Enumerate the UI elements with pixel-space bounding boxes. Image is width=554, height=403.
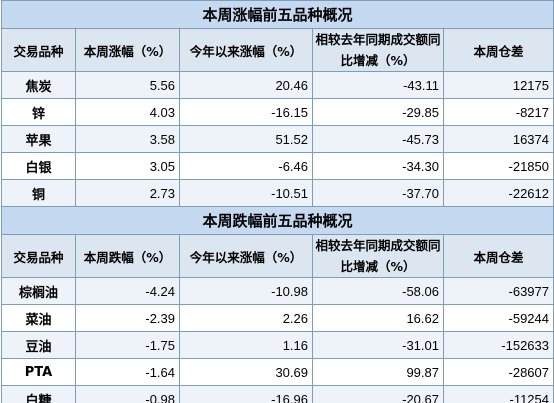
table-row: 白糖 -0.98 -16.96 -20.67 -11254 [1,385,554,403]
week-change: 3.05 [75,152,180,180]
table-row: 白银 3.05 -6.46 -34.30 -21850 [1,152,554,180]
section-up-header-row: 交易品种 本周涨幅（%） 今年以来涨幅（%） 相较去年同期成交额同比增减（%） … [1,28,554,72]
yoy-turnover: -45.73 [312,125,444,153]
yoy-turnover: -29.85 [312,98,444,126]
week-change: 2.73 [75,179,180,207]
product-name: 棕榈油 [1,277,76,305]
header-open-interest-change: 本周仓差 [443,234,554,278]
ytd-change: -16.96 [179,385,313,403]
yoy-turnover: 16.62 [312,304,444,332]
yoy-turnover: -31.01 [312,331,444,359]
yoy-turnover: -37.70 [312,179,444,207]
week-change: 4.03 [75,98,180,126]
ytd-change: 2.26 [179,304,313,332]
ytd-change: -16.15 [179,98,313,126]
header-yoy-turnover: 相较去年同期成交额同比增减（%） [312,234,444,278]
week-change: 5.56 [75,71,180,99]
header-week-change: 本周涨幅（%） [75,28,180,72]
section-down-header-row: 交易品种 本周跌幅（%） 今年以来涨幅（%） 相较去年同期成交额同比增减（%） … [1,234,554,278]
ytd-change: -6.46 [179,152,313,180]
ytd-change: 51.52 [179,125,313,153]
header-yoy-turnover: 相较去年同期成交额同比增减（%） [312,28,444,72]
product-name: 豆油 [1,331,76,359]
table-row: 铜 2.73 -10.51 -37.70 -22612 [1,179,554,207]
yoy-turnover: -34.30 [312,152,444,180]
yoy-turnover: -20.67 [312,385,444,403]
table-row: 棕榈油 -4.24 -10.98 -58.06 -63977 [1,277,554,305]
week-change: -4.24 [75,277,180,305]
open-interest-change: -8217 [443,98,554,126]
table-row: PTA -1.64 30.69 99.87 -28607 [1,358,554,386]
ytd-change: 20.46 [179,71,313,99]
section-up-title: 本周涨幅前五品种概况 [1,0,554,29]
week-change: 3.58 [75,125,180,153]
week-change: -2.39 [75,304,180,332]
header-product: 交易品种 [1,234,76,278]
table-row: 苹果 3.58 51.52 -45.73 16374 [1,125,554,153]
product-name: 白糖 [1,385,76,403]
week-change: -1.75 [75,331,180,359]
open-interest-change: -21850 [443,152,554,180]
open-interest-change: 12175 [443,71,554,99]
ytd-change: 1.16 [179,331,313,359]
ytd-change: -10.51 [179,179,313,207]
header-ytd-change: 今年以来涨幅（%） [179,234,313,278]
ytd-change: -10.98 [179,277,313,305]
open-interest-change: -59244 [443,304,554,332]
open-interest-change: -28607 [443,358,554,386]
header-week-change: 本周跌幅（%） [75,234,180,278]
product-name: PTA [1,358,76,386]
open-interest-change: -152633 [443,331,554,359]
table-row: 焦炭 5.56 20.46 -43.11 12175 [1,71,554,99]
open-interest-change: -63977 [443,277,554,305]
section-down-title-row: 本周跌幅前五品种概况 [1,206,554,235]
yoy-turnover: 99.87 [312,358,444,386]
yoy-turnover: -43.11 [312,71,444,99]
header-product: 交易品种 [1,28,76,72]
product-name: 焦炭 [1,71,76,99]
header-open-interest-change: 本周仓差 [443,28,554,72]
open-interest-change: 16374 [443,125,554,153]
product-name: 苹果 [1,125,76,153]
ytd-change: 30.69 [179,358,313,386]
section-down-title: 本周跌幅前五品种概况 [1,206,554,235]
product-name: 锌 [1,98,76,126]
header-ytd-change: 今年以来涨幅（%） [179,28,313,72]
open-interest-change: -11254 [443,385,554,403]
week-change: -0.98 [75,385,180,403]
product-name: 白银 [1,152,76,180]
product-name: 铜 [1,179,76,207]
table-row: 豆油 -1.75 1.16 -31.01 -152633 [1,331,554,359]
section-up-title-row: 本周涨幅前五品种概况 [1,0,554,29]
product-name: 菜油 [1,304,76,332]
yoy-turnover: -58.06 [312,277,444,305]
table-row: 菜油 -2.39 2.26 16.62 -59244 [1,304,554,332]
week-change: -1.64 [75,358,180,386]
table-row: 锌 4.03 -16.15 -29.85 -8217 [1,98,554,126]
open-interest-change: -22612 [443,179,554,207]
